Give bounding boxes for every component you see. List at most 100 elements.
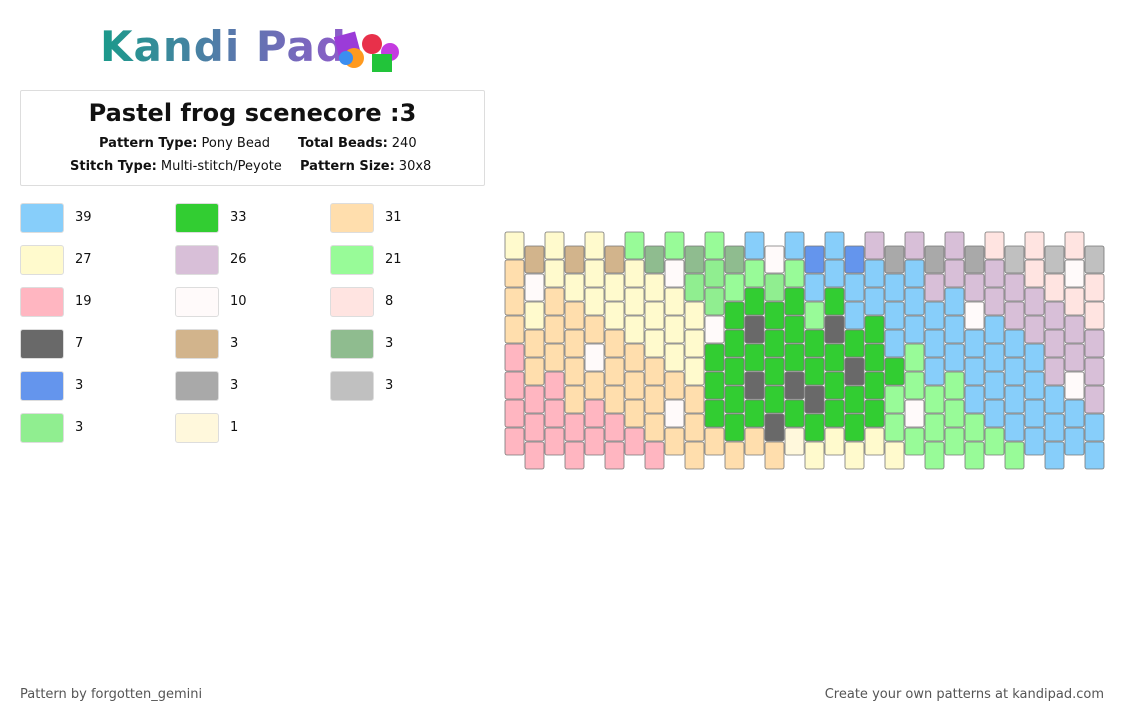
bead <box>964 441 985 470</box>
bead <box>864 343 885 372</box>
bead <box>624 399 645 428</box>
bead <box>604 329 625 358</box>
bead <box>984 259 1005 288</box>
bead <box>904 259 925 288</box>
bead <box>704 371 725 400</box>
legend-count: 39 <box>75 210 92 225</box>
bead <box>844 273 865 302</box>
bead <box>1064 399 1085 428</box>
bead <box>704 287 725 316</box>
bead <box>744 343 765 372</box>
bead <box>684 329 705 358</box>
bead <box>1084 301 1105 330</box>
bead <box>864 371 885 400</box>
bead <box>784 287 805 316</box>
bead <box>704 343 725 372</box>
legend-swatch <box>175 413 219 443</box>
bead <box>1064 231 1085 260</box>
info-label: Pattern Size: <box>300 159 395 174</box>
bead <box>684 273 705 302</box>
bead <box>544 287 565 316</box>
bead <box>1004 441 1025 470</box>
bead <box>1044 301 1065 330</box>
bead <box>764 441 785 470</box>
bead <box>584 287 605 316</box>
bead <box>704 427 725 456</box>
bead <box>884 385 905 414</box>
bead <box>964 329 985 358</box>
bead <box>744 371 765 400</box>
bead <box>544 371 565 400</box>
bead <box>784 399 805 428</box>
bead <box>1084 273 1105 302</box>
bead <box>804 245 825 274</box>
legend-count: 3 <box>75 420 84 435</box>
info-value: Multi-stitch/Peyote <box>160 159 282 174</box>
bead <box>504 287 525 316</box>
bead <box>564 245 585 274</box>
pattern-title: Pastel frog scenecore :3 <box>88 99 417 127</box>
bead <box>604 413 625 442</box>
bead <box>664 371 685 400</box>
bead <box>944 287 965 316</box>
bead <box>844 385 865 414</box>
bead <box>504 427 525 456</box>
bead <box>944 399 965 428</box>
legend-count: 3 <box>75 378 84 393</box>
bead <box>584 315 605 344</box>
info-label: Total Beads: <box>298 136 388 151</box>
bead <box>804 357 825 386</box>
logo[interactable]: Kandi Pad <box>100 22 347 71</box>
bead <box>744 399 765 428</box>
bead <box>704 259 725 288</box>
bead <box>604 441 625 470</box>
bead <box>924 273 945 302</box>
bead <box>544 231 565 260</box>
bead <box>904 315 925 344</box>
bead <box>864 231 885 260</box>
bead <box>604 245 625 274</box>
bead <box>764 301 785 330</box>
bead <box>604 273 625 302</box>
bead <box>884 329 905 358</box>
bead <box>924 357 945 386</box>
bead <box>924 385 945 414</box>
bead <box>704 315 725 344</box>
bead <box>824 399 845 428</box>
bead <box>564 413 585 442</box>
bead <box>504 343 525 372</box>
bead <box>904 399 925 428</box>
bead <box>1064 371 1085 400</box>
bead <box>764 245 785 274</box>
bead <box>964 413 985 442</box>
legend-swatch <box>175 203 219 233</box>
bead <box>1084 385 1105 414</box>
bead <box>784 259 805 288</box>
bead <box>564 385 585 414</box>
bead <box>944 259 965 288</box>
bead <box>1044 245 1065 274</box>
legend-swatch <box>20 371 64 401</box>
bead <box>844 413 865 442</box>
bead <box>904 231 925 260</box>
info: Stitch Type: Multi-stitch/Peyote <box>70 159 282 174</box>
bead <box>724 301 745 330</box>
bead <box>904 427 925 456</box>
bead <box>804 329 825 358</box>
bead <box>984 427 1005 456</box>
bead <box>684 385 705 414</box>
bead <box>1044 441 1065 470</box>
bead <box>604 357 625 386</box>
footer-promo[interactable]: Create your own patterns at kandipad.com <box>824 687 1104 702</box>
bead <box>684 245 705 274</box>
bead <box>824 259 845 288</box>
bead <box>544 315 565 344</box>
bead <box>1004 329 1025 358</box>
bead <box>944 315 965 344</box>
info-value: 240 <box>391 136 417 151</box>
legend-swatch <box>330 245 374 275</box>
bead <box>584 371 605 400</box>
bead <box>504 315 525 344</box>
bead <box>584 231 605 260</box>
bead <box>804 301 825 330</box>
